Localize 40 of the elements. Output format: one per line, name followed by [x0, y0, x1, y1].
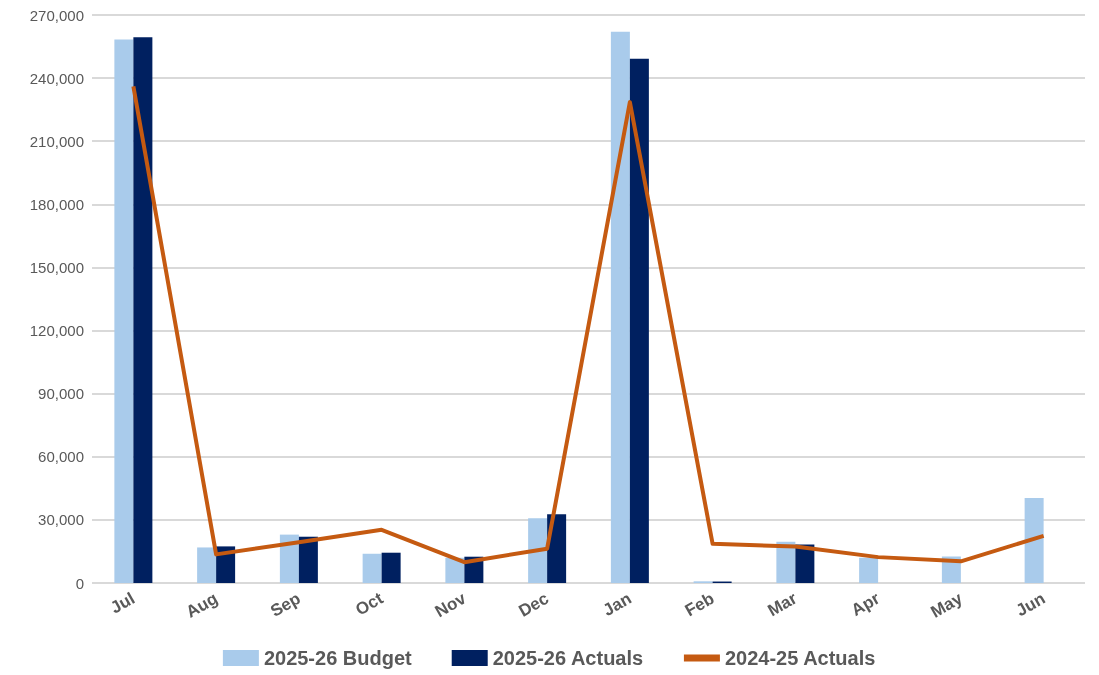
- bar: [629, 58, 649, 583]
- line-series: [131, 84, 1046, 565]
- y-tick-label: 240,000: [29, 69, 84, 87]
- bar: [381, 552, 401, 583]
- y-tick-label: 270,000: [29, 6, 84, 24]
- y-tick-label: 150,000: [29, 258, 84, 276]
- x-tick-label: Dec: [515, 588, 552, 621]
- x-tick-label: Jun: [1012, 588, 1049, 621]
- legend-label: 2025-26 Budget: [263, 647, 413, 669]
- bar: [279, 534, 299, 583]
- x-tick-label: May: [927, 588, 967, 622]
- bar: [528, 518, 548, 583]
- bar: [445, 557, 465, 583]
- bar: [776, 541, 796, 583]
- bar: [1024, 498, 1044, 583]
- legend-label: 2024-25 Actuals: [724, 647, 876, 669]
- y-tick-label: 90,000: [38, 385, 84, 403]
- x-tick-label: Nov: [431, 588, 470, 622]
- x-tick-label: Mar: [764, 588, 801, 621]
- y-tick-label: 30,000: [38, 511, 84, 529]
- x-tick-label: Sep: [267, 588, 304, 621]
- legend-label: 2025-26 Actuals: [492, 647, 644, 669]
- x-tick-label: Jan: [599, 588, 635, 620]
- x-tick-label: Apr: [848, 588, 884, 620]
- y-tick-label: 180,000: [29, 195, 84, 213]
- bar: [362, 553, 382, 583]
- bar: [114, 39, 134, 583]
- x-tick-label: Aug: [182, 588, 221, 622]
- bar: [133, 37, 153, 583]
- bar: [197, 547, 217, 583]
- x-tick-label: Jul: [107, 588, 139, 618]
- x-tick-label: Feb: [681, 588, 718, 621]
- y-tick-label: 210,000: [29, 132, 84, 150]
- bar: [859, 557, 879, 583]
- x-tick-label: Oct: [352, 588, 387, 620]
- y-tick-label: 120,000: [29, 322, 84, 340]
- y-tick-label: 0: [75, 574, 84, 592]
- bar: [610, 31, 630, 583]
- bar: [298, 536, 318, 583]
- y-tick-label: 60,000: [38, 448, 84, 466]
